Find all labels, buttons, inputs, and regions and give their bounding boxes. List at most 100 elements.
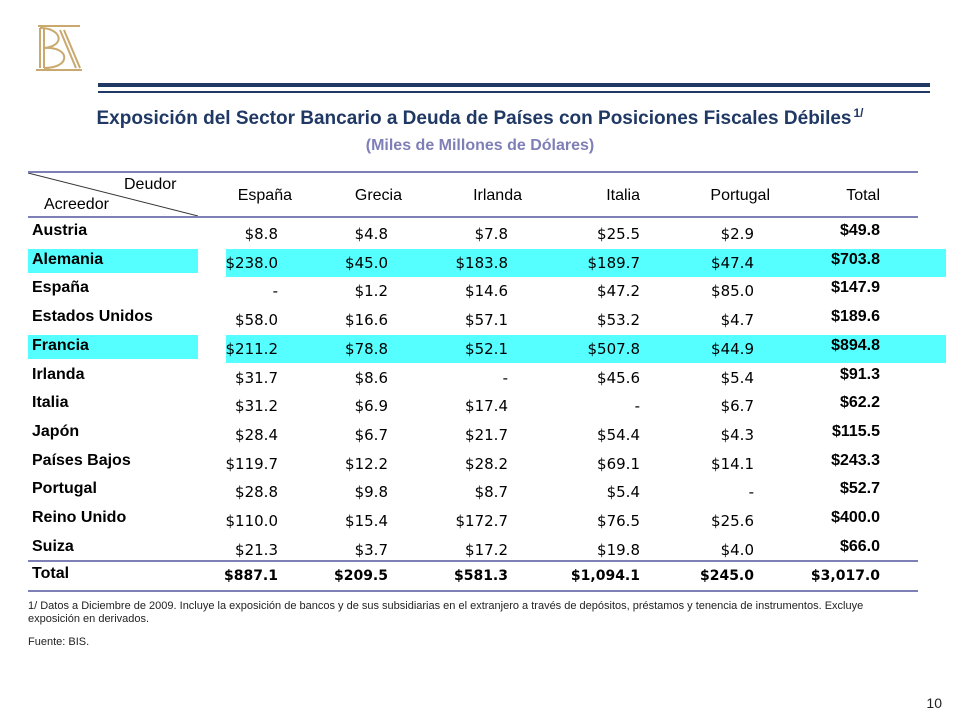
table-row: Reino Unido $110.0 $15.4 $172.7 $76.5 $25.6 $4…	[28, 507, 918, 535]
row-label: Reino Unido	[32, 509, 127, 526]
table-row: Alemania $238.0 $45.0 $183.8 $189.7 $47.4 $703…	[28, 248, 946, 277]
table-cell: $47.2	[597, 282, 640, 301]
table-cell: $25.6	[711, 512, 754, 530]
header-acreedor: Acreedor	[44, 196, 109, 213]
table-cell: $6.9	[354, 397, 388, 416]
table-row: Portugal $28.8 $9.8 $8.7 $5.4 - $52.7	[28, 478, 918, 506]
row-total: $243.3	[831, 451, 880, 469]
table-bottom-rule	[28, 590, 918, 592]
page-title: Exposición del Sector Bancario a Deuda d…	[96, 106, 864, 129]
table-row: Japón $28.4 $6.7 $21.7 $54.4 $4.3 $115.5	[28, 421, 918, 449]
table-cell: $17.2	[465, 540, 508, 559]
col-header-total: Total	[846, 187, 880, 204]
table-cell: $14.6	[465, 282, 508, 301]
row-highlight	[28, 334, 198, 359]
row-total: $703.8	[831, 250, 880, 268]
table-cell: $4.8	[354, 225, 388, 243]
table-cell: $45.0	[345, 253, 388, 272]
table-cell: $8.7	[474, 483, 508, 502]
table-cell: $53.2	[597, 311, 640, 330]
row-total: $147.9	[831, 279, 880, 297]
table-row: Suiza $21.3 $3.7 $17.2 $19.8 $4.0 $66.0	[28, 536, 918, 564]
total-row: Total $887.1 $209.5 $581.3 $1,094.1 $245…	[28, 563, 918, 591]
table-cell: $189.7	[587, 253, 641, 272]
total-top-rule	[28, 560, 918, 562]
table-cell: $4.0	[720, 540, 754, 559]
table-cell: $119.7	[225, 454, 279, 473]
table-row: Francia $211.2 $78.8 $52.1 $507.8 $44.9 $894.8	[28, 334, 946, 363]
table-row: Estados Unidos $58.0 $16.6 $57.1 $53.2 $4.7 $1…	[28, 306, 918, 334]
table-cell: $17.4	[465, 397, 508, 416]
total-cell-grecia: $209.5	[333, 568, 388, 584]
table-cell: $85.0	[711, 282, 754, 301]
row-highlight	[226, 248, 946, 277]
table-cell: $3.7	[354, 540, 388, 559]
table-cell: $21.3	[235, 540, 278, 559]
banxico-logo-icon	[36, 25, 82, 71]
table-cell: $183.8	[455, 253, 509, 272]
table-cell: $58.0	[235, 311, 278, 330]
table-cell: $9.8	[354, 483, 388, 502]
header-diagonal-line	[28, 173, 198, 216]
table-cell: $507.8	[587, 339, 641, 358]
total-cell-italia: $1,094.1	[570, 568, 640, 584]
table-cell: $28.8	[235, 483, 278, 502]
table-cell: $19.8	[597, 540, 640, 559]
table-cell: -	[272, 282, 278, 301]
table-cell: $76.5	[597, 512, 640, 530]
table-cell: $1.2	[354, 282, 388, 301]
row-total: $52.7	[839, 480, 880, 498]
table-row: Países Bajos $119.7 $12.2 $28.2 $69.1 $14.1 $2…	[28, 450, 918, 478]
header-deudor: Deudor	[124, 176, 177, 193]
row-label: Suiza	[32, 537, 74, 555]
col-header-irlanda: Irlanda	[473, 187, 522, 204]
table-cell: $7.8	[474, 225, 508, 243]
col-header-grecia: Grecia	[354, 187, 402, 204]
table-cell: $4.7	[720, 311, 754, 330]
row-highlight	[226, 334, 946, 363]
table-cell: -	[634, 397, 640, 416]
row-total: $62.2	[839, 394, 880, 412]
footnote: 1/ Datos a Diciembre de 2009. Incluye la…	[28, 600, 864, 625]
table-top-rule	[28, 171, 918, 173]
table-cell: $69.1	[597, 454, 640, 473]
row-label: Irlanda	[32, 365, 85, 383]
row-total: $66.0	[839, 537, 880, 555]
row-total: $189.6	[831, 308, 880, 326]
row-highlight	[28, 248, 198, 273]
table-cell: $25.5	[597, 225, 640, 243]
row-label: Francia	[32, 336, 89, 354]
row-label: Japón	[32, 422, 80, 440]
table-cell: $2.9	[720, 225, 754, 243]
table-cell: $8.6	[354, 368, 388, 387]
table-cell: $211.2	[225, 339, 279, 358]
title-footnote-ref: 1/	[853, 106, 864, 120]
header-bottom-rule	[28, 216, 918, 218]
col-header-portugal: Portugal	[710, 187, 770, 204]
row-label: España	[32, 279, 89, 297]
col-header-espana: España	[237, 187, 292, 204]
table-cell: $4.3	[720, 425, 754, 444]
row-label: Países Bajos	[32, 451, 131, 469]
source-note: Fuente: BIS.	[28, 636, 90, 648]
table-cell: $14.1	[711, 454, 754, 473]
table-row: Italia $31.2 $6.9 $17.4 - $6.7 $62.2	[28, 392, 918, 420]
row-label: Italia	[32, 394, 69, 412]
table-cell: $12.2	[345, 454, 388, 473]
table-cell: $31.7	[235, 368, 278, 387]
table-cell: $54.4	[597, 425, 640, 444]
row-total: $400.0	[831, 509, 880, 526]
table-cell: $238.0	[225, 253, 279, 272]
table-cell: $6.7	[720, 397, 754, 416]
page-subtitle: (Miles de Millones de Dólares)	[365, 137, 595, 154]
total-cell-espana: $887.1	[223, 568, 278, 584]
header-rule	[98, 83, 930, 87]
row-label: Portugal	[32, 480, 97, 498]
table-cell: $31.2	[235, 397, 278, 416]
table-cell: $15.4	[345, 512, 388, 530]
col-header-italia: Italia	[606, 187, 640, 204]
table-cell: $28.2	[465, 454, 508, 473]
header-rule-thin	[98, 91, 930, 93]
table-cell: $8.8	[244, 225, 278, 243]
total-row-label: Total	[32, 565, 70, 582]
